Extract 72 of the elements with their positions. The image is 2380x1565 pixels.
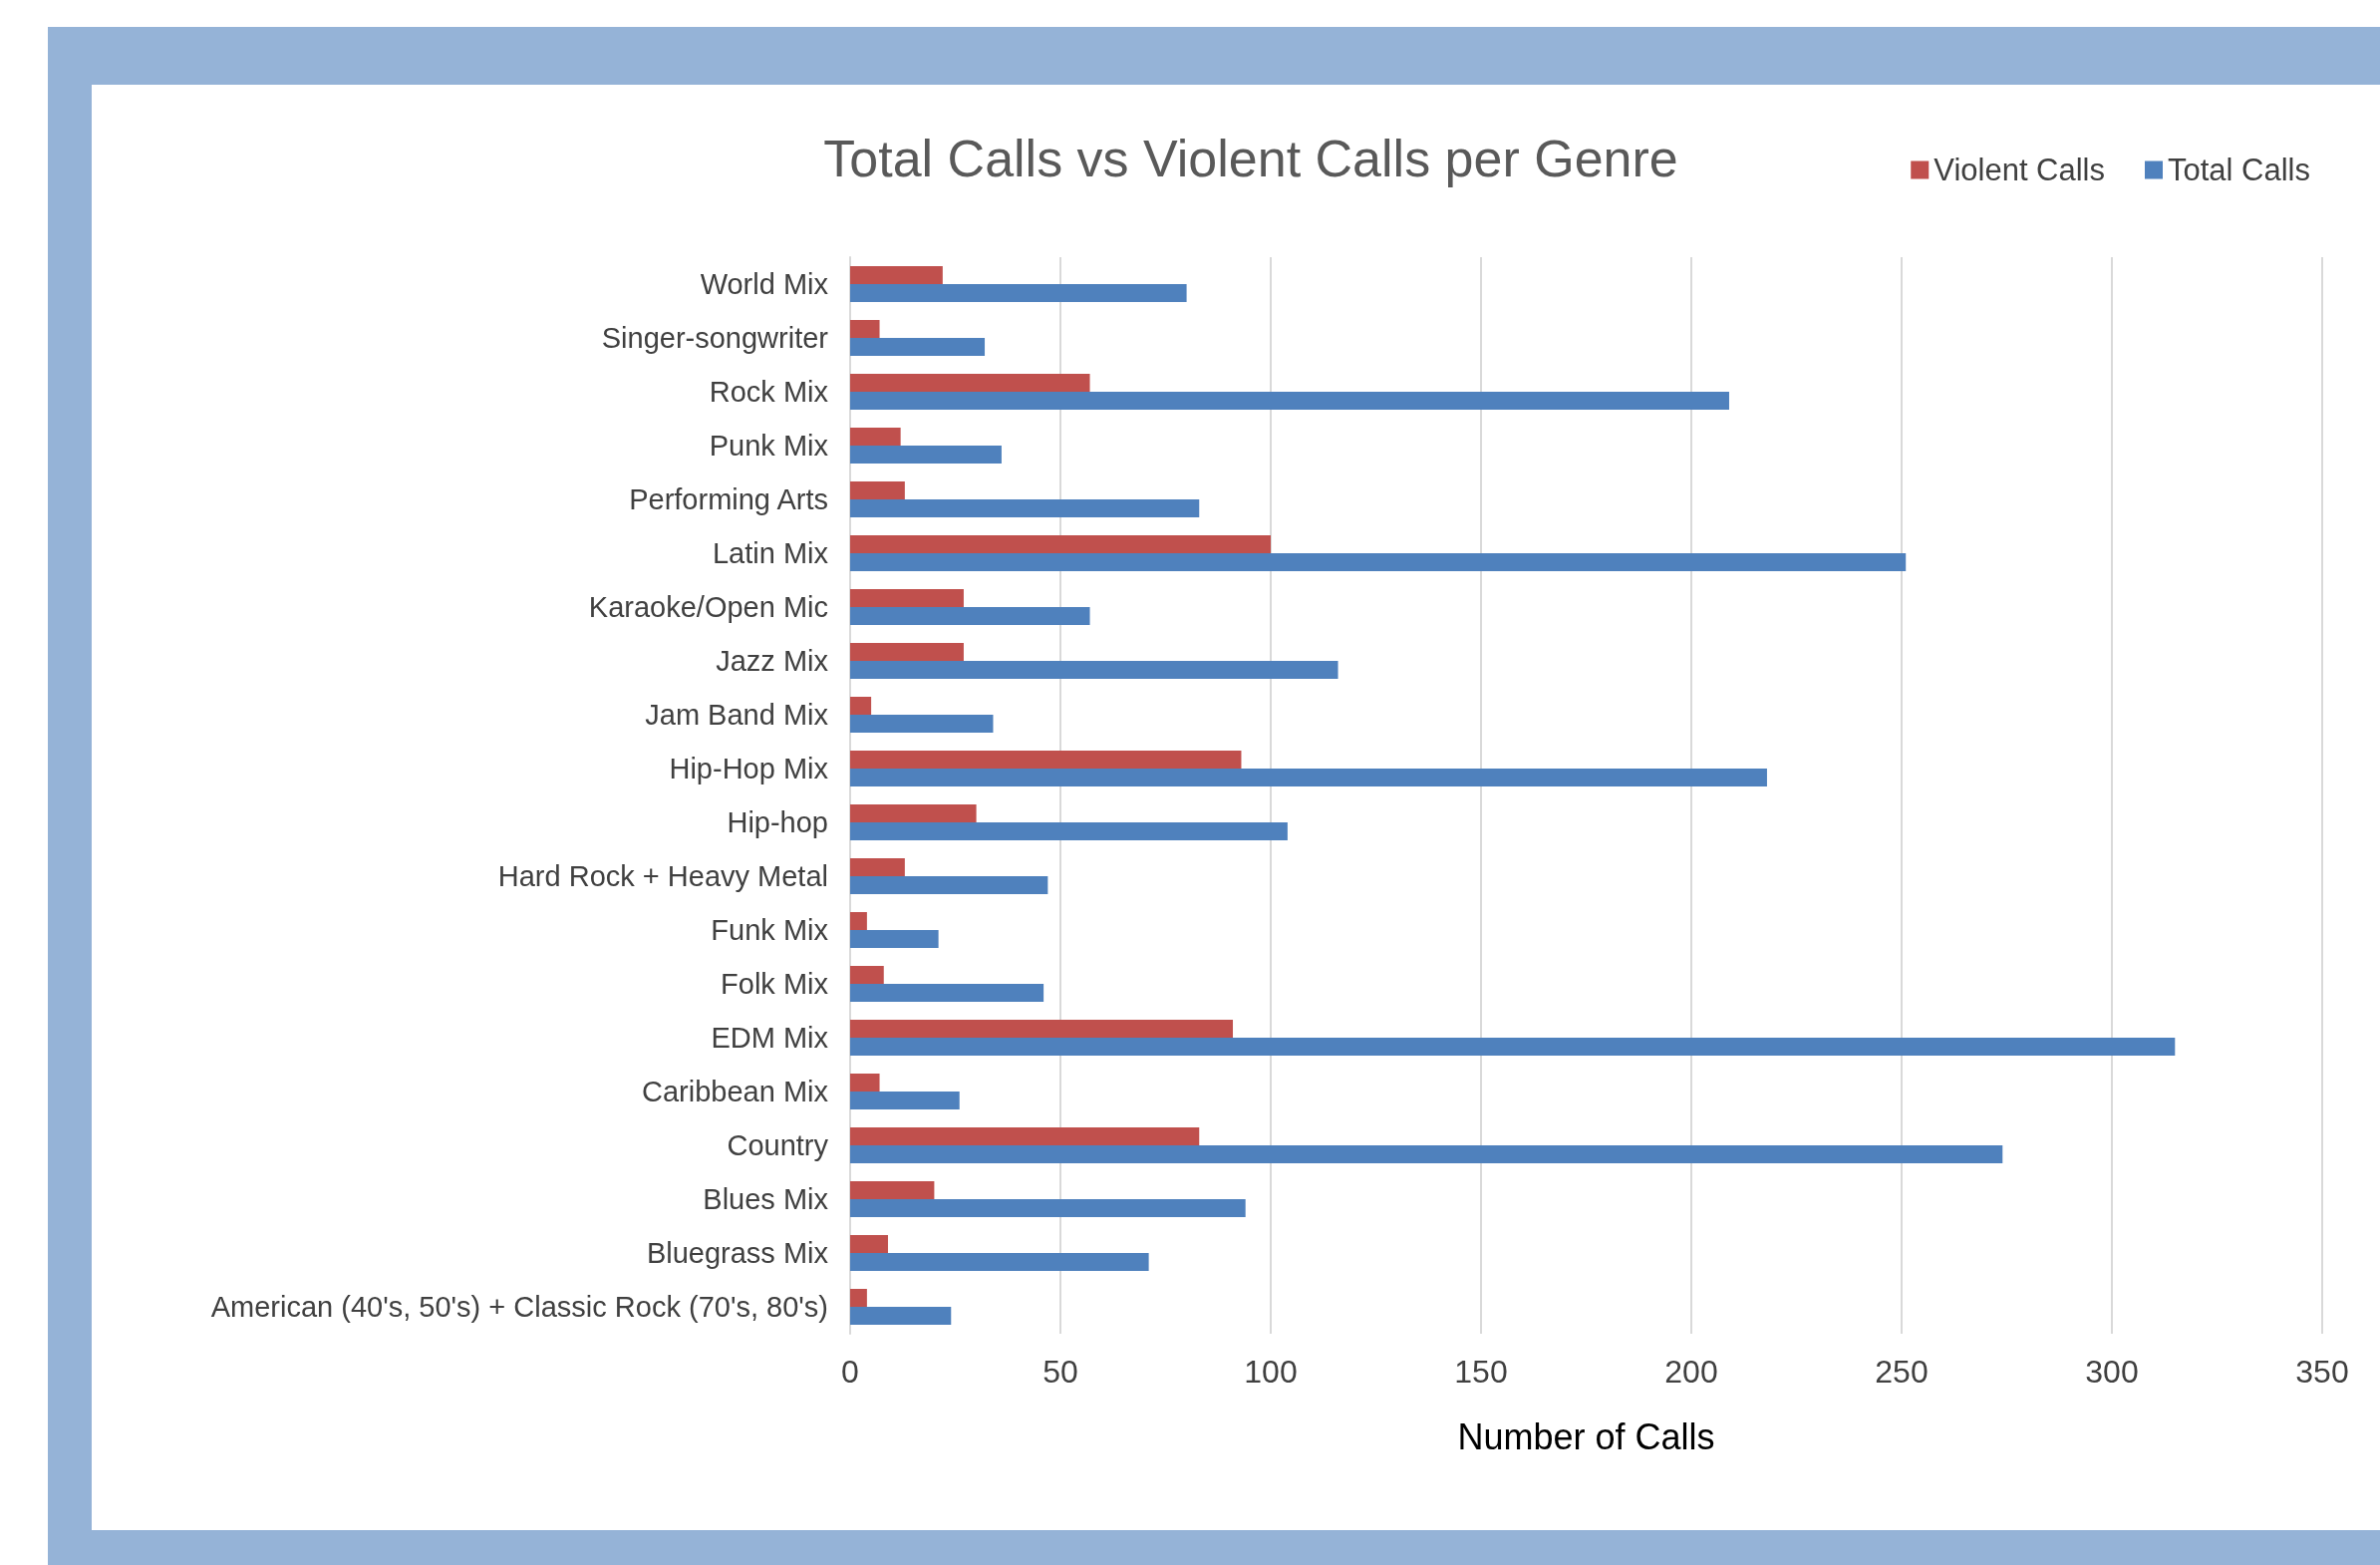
y-tick-label: EDM Mix: [711, 1022, 829, 1054]
x-axis-title: Number of Calls: [1457, 1415, 1715, 1457]
bar: [850, 876, 1048, 894]
bar: [850, 984, 1044, 1002]
bar: [850, 589, 964, 607]
y-tick-label: Punk Mix: [709, 430, 829, 462]
y-tick-label: Karaoke/Open Mic: [588, 591, 828, 623]
y-tick-label: Country: [727, 1129, 829, 1161]
bar: [850, 446, 1002, 464]
bar: [850, 1038, 2176, 1056]
x-tick-label: 200: [1664, 1354, 1718, 1390]
bar: [850, 392, 1729, 410]
bar: [850, 320, 880, 338]
x-tick-label: 0: [841, 1354, 859, 1390]
y-tick-label: Hard Rock + Heavy Metal: [497, 860, 828, 892]
bar: [850, 284, 1187, 302]
bar: [850, 751, 1242, 769]
bar: [850, 428, 901, 446]
y-tick-label: Jazz Mix: [716, 645, 829, 677]
y-tick-label: Rock Mix: [709, 376, 829, 408]
y-tick-label: Blues Mix: [703, 1183, 829, 1215]
bar: [850, 769, 1767, 786]
bar: [850, 1235, 888, 1253]
bar: [850, 715, 994, 733]
bar: [850, 1145, 2003, 1163]
bar: [850, 1020, 1234, 1038]
bar: [850, 804, 977, 822]
y-tick-label: Bluegrass Mix: [646, 1237, 829, 1269]
chart-title: Total Calls vs Violent Calls per Genre: [823, 130, 1678, 187]
bar: [850, 607, 1090, 625]
y-tick-label: Hip-Hop Mix: [669, 753, 829, 784]
bar: [850, 374, 1090, 392]
x-tick-label: 350: [2295, 1354, 2349, 1390]
bar: [850, 1127, 1200, 1145]
bar: [850, 661, 1339, 679]
x-tick-label: 300: [2085, 1354, 2139, 1390]
y-tick-label: American (40's, 50's) + Classic Rock (70's, 80's): [210, 1291, 828, 1323]
bar: [850, 338, 986, 356]
y-tick-label: Jam Band Mix: [645, 699, 829, 731]
x-tick-label: 250: [1875, 1354, 1929, 1390]
bar: [850, 822, 1288, 840]
y-tick-label: Hip-hop: [727, 806, 828, 838]
bar: [850, 1199, 1246, 1217]
bar: [850, 912, 867, 930]
bar: [850, 266, 943, 284]
bar: [850, 1074, 880, 1092]
bar: [850, 499, 1200, 517]
bar: [850, 535, 1271, 553]
bar: [850, 930, 939, 948]
x-tick-label: 100: [1244, 1354, 1298, 1390]
y-tick-label: Funk Mix: [711, 914, 829, 946]
x-tick-label: 50: [1042, 1354, 1078, 1390]
bar: [850, 1289, 867, 1307]
bar: [850, 1092, 960, 1109]
bar: [850, 1181, 935, 1199]
x-tick-label: 150: [1454, 1354, 1508, 1390]
y-tick-label: Folk Mix: [721, 968, 829, 1000]
y-tick-label: World Mix: [700, 268, 829, 300]
y-tick-label: Caribbean Mix: [642, 1076, 829, 1107]
legend-label: Total Calls: [2168, 153, 2310, 187]
bar: [850, 858, 905, 876]
legend-label: Violent Calls: [1934, 153, 2106, 187]
bar: [850, 481, 905, 499]
y-tick-label: Singer-songwriter: [601, 322, 829, 354]
bar: [850, 697, 872, 715]
y-tick-label: Latin Mix: [712, 537, 829, 569]
bar: [850, 643, 964, 661]
y-tick-label: Performing Arts: [629, 483, 828, 515]
bar: [850, 1307, 952, 1325]
bar: [850, 966, 884, 984]
bar: [850, 553, 1907, 571]
bar: [850, 1253, 1149, 1271]
